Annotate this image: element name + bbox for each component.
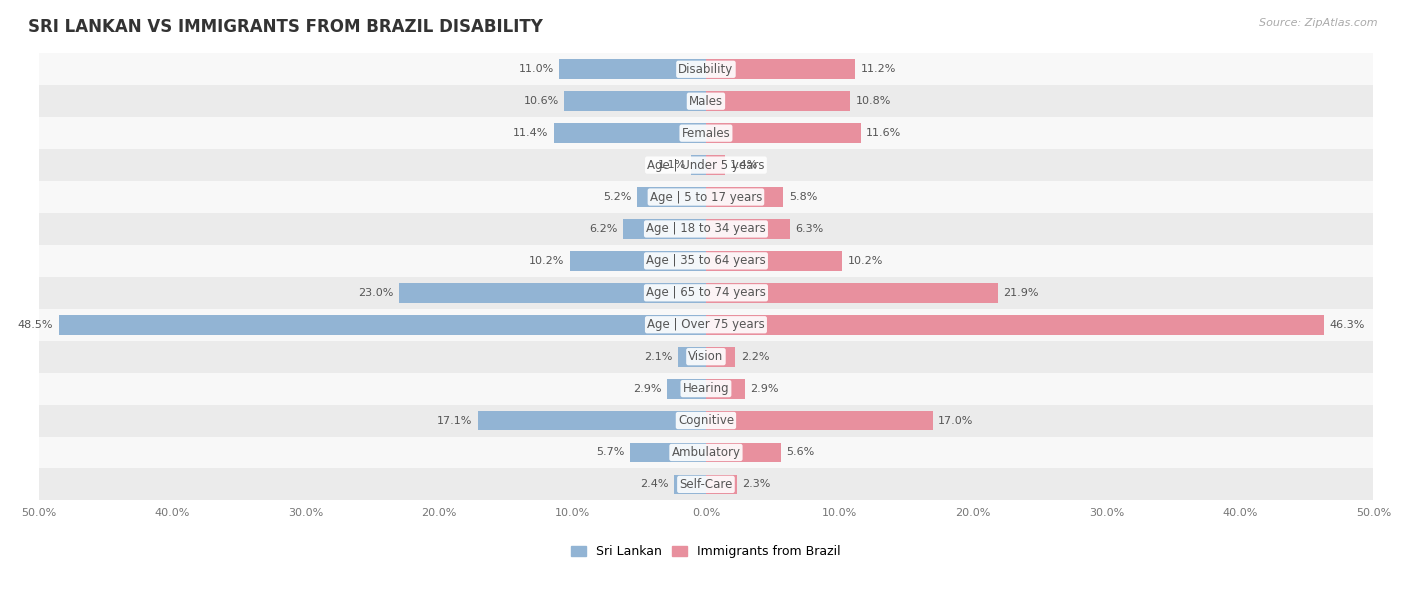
Bar: [38, 245, 1374, 277]
Bar: [38, 53, 1374, 85]
Bar: [678, 347, 706, 367]
Text: 2.3%: 2.3%: [742, 479, 770, 490]
Bar: [38, 405, 1374, 436]
Bar: [706, 155, 724, 175]
Bar: [38, 373, 1374, 405]
Bar: [38, 117, 1374, 149]
Bar: [38, 436, 1374, 468]
Bar: [59, 315, 706, 335]
Text: 48.5%: 48.5%: [18, 319, 53, 330]
Bar: [706, 474, 737, 494]
Text: 11.4%: 11.4%: [513, 128, 548, 138]
Bar: [38, 309, 1374, 341]
Text: 5.7%: 5.7%: [596, 447, 624, 457]
Text: 46.3%: 46.3%: [1329, 319, 1365, 330]
Text: 1.4%: 1.4%: [730, 160, 758, 170]
Bar: [564, 91, 706, 111]
Bar: [38, 341, 1374, 373]
Bar: [554, 123, 706, 143]
Text: Age | Under 5 years: Age | Under 5 years: [647, 159, 765, 171]
Text: Source: ZipAtlas.com: Source: ZipAtlas.com: [1260, 18, 1378, 28]
Bar: [38, 468, 1374, 501]
Text: 2.2%: 2.2%: [741, 352, 769, 362]
Text: Males: Males: [689, 95, 723, 108]
Text: SRI LANKAN VS IMMIGRANTS FROM BRAZIL DISABILITY: SRI LANKAN VS IMMIGRANTS FROM BRAZIL DIS…: [28, 18, 543, 36]
Text: 17.1%: 17.1%: [437, 416, 472, 425]
Bar: [706, 379, 745, 398]
Text: 5.6%: 5.6%: [786, 447, 814, 457]
Text: 6.3%: 6.3%: [796, 224, 824, 234]
Text: 6.2%: 6.2%: [589, 224, 617, 234]
Bar: [478, 411, 706, 430]
Text: Ambulatory: Ambulatory: [672, 446, 741, 459]
Text: 2.9%: 2.9%: [633, 384, 662, 394]
Bar: [560, 59, 706, 79]
Text: Cognitive: Cognitive: [678, 414, 734, 427]
Text: 10.6%: 10.6%: [524, 96, 560, 106]
Text: 11.0%: 11.0%: [519, 64, 554, 74]
Text: Self-Care: Self-Care: [679, 478, 733, 491]
Bar: [706, 187, 783, 207]
Bar: [706, 283, 998, 303]
Text: 10.2%: 10.2%: [848, 256, 883, 266]
Text: Age | 65 to 74 years: Age | 65 to 74 years: [645, 286, 766, 299]
Text: Age | Over 75 years: Age | Over 75 years: [647, 318, 765, 331]
Bar: [38, 85, 1374, 117]
Bar: [692, 155, 706, 175]
Text: 10.2%: 10.2%: [529, 256, 564, 266]
Text: Vision: Vision: [689, 350, 724, 363]
Bar: [706, 411, 932, 430]
Text: 11.2%: 11.2%: [860, 64, 896, 74]
Bar: [706, 59, 855, 79]
Bar: [38, 181, 1374, 213]
Bar: [668, 379, 706, 398]
Bar: [706, 442, 780, 463]
Bar: [38, 277, 1374, 309]
Bar: [706, 219, 790, 239]
Text: 5.8%: 5.8%: [789, 192, 817, 202]
Bar: [706, 91, 851, 111]
Bar: [706, 315, 1324, 335]
Bar: [38, 213, 1374, 245]
Bar: [637, 187, 706, 207]
Text: 1.1%: 1.1%: [658, 160, 686, 170]
Text: 17.0%: 17.0%: [938, 416, 973, 425]
Text: Hearing: Hearing: [683, 382, 730, 395]
Text: Age | 18 to 34 years: Age | 18 to 34 years: [647, 222, 766, 236]
Text: 2.1%: 2.1%: [644, 352, 672, 362]
Text: 2.4%: 2.4%: [640, 479, 669, 490]
Text: Disability: Disability: [678, 63, 734, 76]
Bar: [630, 442, 706, 463]
Bar: [706, 123, 860, 143]
Text: Females: Females: [682, 127, 730, 140]
Text: 21.9%: 21.9%: [1004, 288, 1039, 298]
Bar: [399, 283, 706, 303]
Bar: [673, 474, 706, 494]
Bar: [706, 347, 735, 367]
Text: 23.0%: 23.0%: [359, 288, 394, 298]
Text: 2.9%: 2.9%: [749, 384, 779, 394]
Bar: [569, 251, 706, 271]
Bar: [706, 251, 842, 271]
Bar: [38, 149, 1374, 181]
Legend: Sri Lankan, Immigrants from Brazil: Sri Lankan, Immigrants from Brazil: [567, 540, 845, 563]
Text: Age | 35 to 64 years: Age | 35 to 64 years: [647, 255, 766, 267]
Text: 11.6%: 11.6%: [866, 128, 901, 138]
Text: 5.2%: 5.2%: [603, 192, 631, 202]
Text: Age | 5 to 17 years: Age | 5 to 17 years: [650, 190, 762, 204]
Bar: [623, 219, 706, 239]
Text: 10.8%: 10.8%: [855, 96, 891, 106]
